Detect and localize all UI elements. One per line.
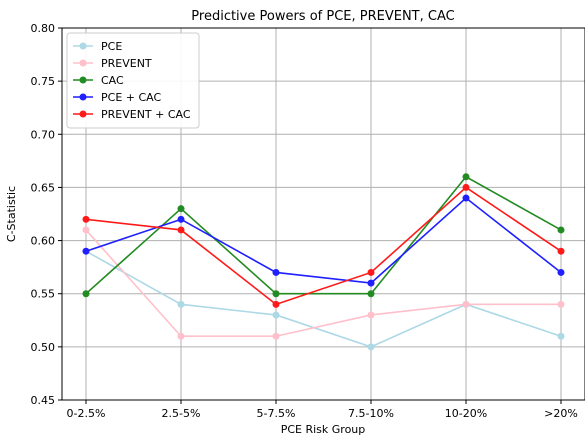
series-lines [82, 173, 565, 351]
legend-item: PCE + CAC [73, 91, 161, 104]
series-0 [82, 247, 565, 351]
series-line [85, 186, 562, 306]
series-3 [82, 194, 565, 287]
x-axis-label: PCE Risk Group [281, 423, 366, 436]
data-point [82, 215, 90, 223]
x-tick-label: >20% [544, 407, 578, 420]
x-tick-label: 0-2.5% [67, 407, 106, 420]
legend-label: PREVENT [101, 57, 152, 70]
x-tick-label: 7.5-10% [348, 407, 394, 420]
data-point [367, 290, 375, 298]
y-axis-label: C-Statistic [5, 186, 18, 242]
legend-label: PREVENT + CAC [101, 108, 191, 121]
legend-marker [79, 42, 87, 50]
series-2 [82, 173, 565, 298]
data-point [82, 247, 90, 255]
y-axis-ticks: 0.45 0.50 0.55 0.60 0.65 0.70 0.75 0.80 [31, 22, 62, 407]
legend-item: PREVENT [73, 57, 152, 70]
data-point [367, 343, 375, 351]
data-point [177, 332, 185, 340]
y-tick-label: 0.75 [31, 75, 56, 88]
data-point [367, 279, 375, 287]
legend-label: CAC [101, 74, 124, 87]
data-point [177, 300, 185, 308]
x-tick-label: 5-7.5% [257, 407, 296, 420]
plot-area-frame [61, 27, 585, 401]
series-line [85, 175, 562, 295]
data-point [367, 268, 375, 276]
y-tick-label: 0.50 [31, 341, 56, 354]
legend-item: PCE [73, 40, 122, 53]
data-point [462, 173, 470, 181]
data-point [177, 215, 185, 223]
data-point [462, 194, 470, 202]
x-axis-ticks: 0-2.5% 2.5-5% 5-7.5% 7.5-10% 10-20% >20% [67, 400, 578, 420]
series-line [85, 197, 562, 284]
legend-marker [79, 76, 87, 84]
y-tick-label: 0.55 [31, 288, 56, 301]
series-1 [82, 226, 565, 340]
x-tick-label: 10-20% [445, 407, 487, 420]
data-point [272, 311, 280, 319]
data-point [177, 205, 185, 213]
legend-label: PCE [101, 40, 122, 53]
legend-label: PCE + CAC [101, 91, 161, 104]
chart-title: Predictive Powers of PCE, PREVENT, CAC [191, 9, 454, 24]
legend-item: PREVENT + CAC [73, 108, 191, 121]
x-tick-label: 2.5-5% [162, 407, 201, 420]
series-line [85, 250, 562, 348]
data-point [82, 290, 90, 298]
legend-marker [79, 93, 87, 101]
series-line [85, 229, 561, 338]
data-point [557, 226, 565, 234]
y-tick-label: 0.70 [31, 128, 56, 141]
legend-item: CAC [73, 74, 124, 87]
data-point [557, 268, 565, 276]
data-point [272, 300, 280, 308]
y-tick-label: 0.45 [31, 394, 56, 407]
data-point [367, 311, 375, 319]
legend-marker [79, 59, 87, 67]
legend: PCE PREVENT CAC PCE + CAC PREVENT + CAC [66, 32, 200, 129]
data-point [272, 332, 280, 340]
data-point [177, 226, 185, 234]
data-point [272, 268, 280, 276]
data-point [557, 332, 565, 340]
y-tick-label: 0.80 [31, 22, 56, 35]
data-point [82, 226, 90, 234]
legend-marker [79, 110, 87, 118]
data-point [557, 300, 565, 308]
data-point [557, 247, 565, 255]
y-tick-label: 0.65 [31, 181, 56, 194]
data-point [462, 300, 470, 308]
series-4 [82, 183, 565, 308]
data-point [462, 183, 470, 191]
data-point [272, 290, 280, 298]
legend-box [66, 32, 200, 129]
y-tick-label: 0.60 [31, 235, 56, 248]
